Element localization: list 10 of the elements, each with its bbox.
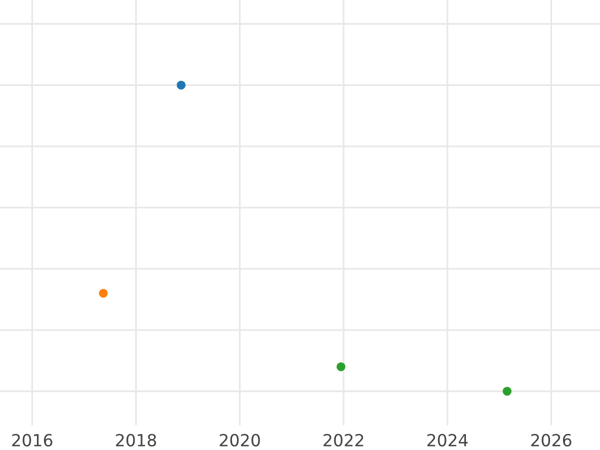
point <box>502 386 512 396</box>
x-tick-label: 2018 <box>116 434 156 446</box>
x-tick-label: 2016 <box>12 434 52 446</box>
point <box>176 80 186 90</box>
point <box>98 288 108 298</box>
point <box>336 362 346 372</box>
x-tick-label: 2020 <box>220 434 260 446</box>
x-tick-label: 2024 <box>427 434 468 446</box>
x-tick-label: 2022 <box>324 434 364 446</box>
x-tick-label: 2026 <box>531 434 572 446</box>
